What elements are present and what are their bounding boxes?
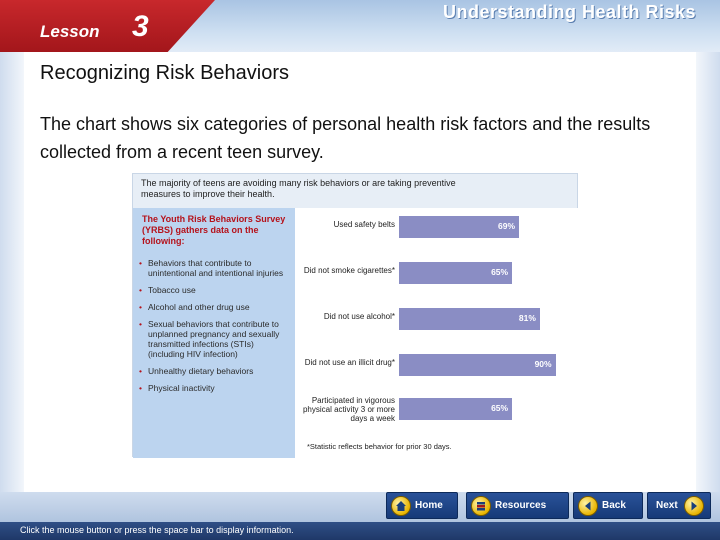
back-button[interactable]: Back xyxy=(573,492,643,519)
bar: 69% xyxy=(399,216,520,238)
home-button[interactable]: Home xyxy=(386,492,458,519)
next-button-label: Next xyxy=(656,500,678,511)
page-title: Understanding Health Risks xyxy=(442,2,696,22)
bar-row: Did not smoke cigarettes* 65% xyxy=(295,262,579,292)
bar-track: 90% xyxy=(399,354,573,376)
list-item: Behaviors that contribute to unintention… xyxy=(139,258,291,278)
list-item: Tobacco use xyxy=(139,285,291,295)
bar-value-label: 81% xyxy=(518,313,536,323)
bar-value-label: 65% xyxy=(491,403,509,413)
sidebar-list: Behaviors that contribute to unintention… xyxy=(139,258,291,400)
list-item: Physical inactivity xyxy=(139,383,291,393)
bar-category-label: Participated in vigorous physical activi… xyxy=(302,396,395,423)
bar-value-label: 90% xyxy=(534,359,552,369)
frame-right xyxy=(696,52,720,492)
bar-row: Did not use alcohol* 81% xyxy=(295,308,579,338)
footer-bar xyxy=(0,522,720,540)
lesson-label: Lesson xyxy=(40,22,100,41)
bar-track: 69% xyxy=(399,216,573,238)
bar: 65% xyxy=(399,398,513,420)
figure-sidebar: The Youth Risk Behaviors Survey (YRBS) g… xyxy=(133,208,295,458)
bar-track: 65% xyxy=(399,398,573,420)
next-arrow-icon xyxy=(680,493,708,518)
back-arrow-icon xyxy=(574,493,602,518)
resources-button-label: Resources xyxy=(495,500,547,511)
bar-row: Used safety belts 69% xyxy=(295,216,579,246)
slide-body-text: The chart shows six categories of person… xyxy=(40,114,651,162)
bar-category-label: Did not smoke cigarettes* xyxy=(303,266,395,275)
list-item: Alcohol and other drug use xyxy=(139,302,291,312)
bar: 65% xyxy=(399,262,513,284)
frame-left xyxy=(0,52,24,492)
bar-row: Participated in vigorous physical activi… xyxy=(295,396,579,428)
lesson-number: 3 xyxy=(132,10,149,43)
bar-category-label: Did not use alcohol* xyxy=(323,312,395,321)
chart-footnote: *Statistic reflects behavior for prior 3… xyxy=(307,442,452,451)
bar-category-label: Used safety belts xyxy=(333,220,395,229)
resources-button[interactable]: Resources xyxy=(466,492,569,519)
back-button-label: Back xyxy=(602,500,626,511)
bar-row: Did not use an illicit drug* 90% xyxy=(295,354,579,384)
home-button-label: Home xyxy=(415,500,443,511)
figure-heading: The majority of teens are avoiding many … xyxy=(141,178,456,199)
books-icon xyxy=(467,493,495,518)
bar-value-label: 69% xyxy=(498,221,516,231)
bar-category-label: Did not use an illicit drug* xyxy=(304,358,395,367)
list-item: Sexual behaviors that contribute to unpl… xyxy=(139,319,291,359)
home-icon xyxy=(387,493,415,518)
bar-value-label: 65% xyxy=(491,267,509,277)
footer-hint: Click the mouse button or press the spac… xyxy=(20,525,294,535)
sidebar-title: The Youth Risk Behaviors Survey (YRBS) g… xyxy=(142,214,286,246)
bar-chart: *Statistic reflects behavior for prior 3… xyxy=(295,208,579,458)
bar: 81% xyxy=(399,308,540,330)
bar-track: 81% xyxy=(399,308,573,330)
list-item: Unhealthy dietary behaviors xyxy=(139,366,291,376)
survey-figure: The majority of teens are avoiding many … xyxy=(132,173,579,458)
bar-track: 65% xyxy=(399,262,573,284)
bar: 90% xyxy=(399,354,556,376)
next-button[interactable]: Next xyxy=(647,492,711,519)
slide-subtitle: Recognizing Risk Behaviors xyxy=(40,62,290,84)
